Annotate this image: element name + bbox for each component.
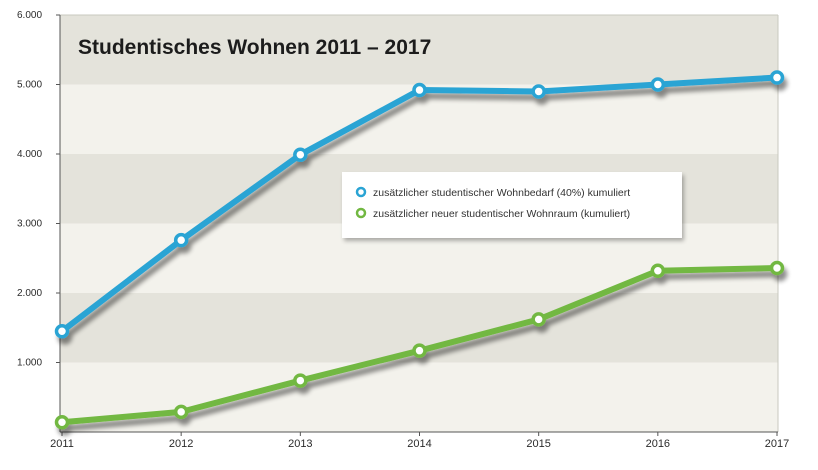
x-tick-label: 2017: [765, 438, 789, 450]
series-1-point: [650, 263, 666, 279]
series-1: [54, 260, 785, 430]
legend-marker-0: [355, 186, 367, 198]
y-tick-label: 2.000: [17, 288, 42, 299]
x-tick-label: 2012: [169, 438, 193, 450]
legend-marker-1: [355, 207, 367, 219]
series-1-point: [531, 312, 546, 327]
y-tick-label: 4.000: [17, 149, 42, 160]
legend: zusätzlicher studentischer Wohnbedarf (4…: [342, 172, 682, 238]
series-0-point: [54, 323, 70, 339]
legend-label-1: zusätzlicher neuer studentischer Wohnrau…: [373, 208, 630, 220]
series-0-point: [769, 70, 785, 85]
series-0: [54, 70, 785, 339]
x-tick-label: 2015: [526, 438, 550, 450]
x-tick-label: 2011: [50, 438, 74, 450]
series-0-point: [650, 77, 666, 92]
x-tick-label: 2014: [407, 438, 431, 450]
series-0-point: [173, 232, 189, 248]
x-tick-label: 2013: [288, 438, 312, 450]
series-layer: [54, 70, 785, 430]
series-1-point: [293, 373, 308, 388]
x-tick-label: 2016: [646, 438, 670, 450]
series-1-point: [173, 404, 189, 420]
y-axis: 1.000 2.000 3.000 4.000 5.000 6.000: [17, 10, 61, 432]
series-0-point: [531, 84, 546, 99]
y-tick-label: 3.000: [17, 219, 42, 230]
y-tick-label: 6.000: [17, 10, 42, 21]
series-1-point: [769, 260, 785, 276]
grid-band: [60, 15, 778, 85]
legend-box: [342, 172, 682, 238]
series-0-point: [293, 147, 308, 162]
chart-title: Studentisches Wohnen 2011 – 2017: [78, 36, 431, 59]
series-0-point: [412, 82, 427, 98]
x-axis: 2011 2012 2013 2014 2015 2016 2017: [50, 431, 789, 450]
y-tick-label: 5.000: [17, 80, 42, 91]
legend-label-0: zusätzlicher studentischer Wohnbedarf (4…: [373, 187, 630, 199]
y-tick-label: 1.000: [17, 358, 42, 369]
series-1-point: [54, 415, 70, 430]
series-1-point: [412, 343, 427, 358]
grid-band: [60, 362, 778, 432]
